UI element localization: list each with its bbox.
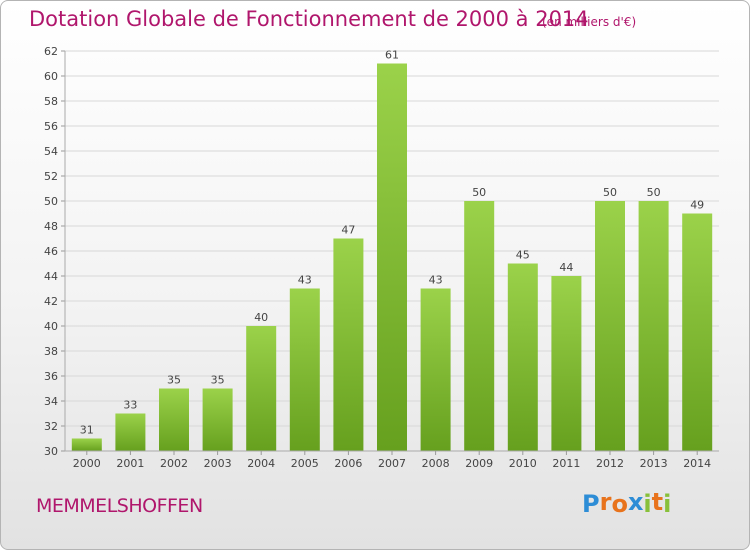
x-tick-label: 2009 — [465, 457, 493, 470]
y-tick-label: 46 — [44, 245, 58, 258]
y-tick-label: 44 — [44, 270, 58, 283]
x-tick-label: 2001 — [116, 457, 144, 470]
y-tick-label: 34 — [44, 395, 58, 408]
bar-value-label: 35 — [167, 374, 181, 387]
x-tick-label: 2004 — [247, 457, 275, 470]
chart-subtitle: (en milliers d'€) — [542, 15, 637, 29]
bar-value-label: 45 — [516, 249, 530, 262]
y-tick-label: 50 — [44, 195, 58, 208]
bar-2009 — [464, 201, 495, 451]
y-tick-label: 62 — [44, 45, 58, 58]
y-tick-label: 40 — [44, 320, 58, 333]
x-tick-label: 2012 — [596, 457, 624, 470]
axes: 30 32 34 36 38 40 42 44 46 48 50 52 54 56 58 60 62 2000 20… — [44, 45, 719, 470]
y-tick-label: 58 — [44, 95, 58, 108]
bar-value-label: 31 — [80, 424, 94, 437]
bar-value-label: 33 — [123, 399, 137, 412]
bar-2013 — [638, 201, 669, 451]
x-tick-label: 2008 — [422, 457, 450, 470]
bar-2005 — [289, 288, 320, 451]
y-tick-label: 38 — [44, 345, 58, 358]
y-tick-label: 36 — [44, 370, 58, 383]
bar-2008 — [420, 288, 451, 451]
logo-letter: t — [651, 488, 664, 516]
y-tick-label: 52 — [44, 170, 58, 183]
y-tick-label: 56 — [44, 120, 58, 133]
bar-2004 — [246, 326, 277, 451]
bar-2011 — [551, 276, 582, 451]
x-tick-label: 2003 — [204, 457, 232, 470]
x-tick-label: 2000 — [73, 457, 101, 470]
bar-value-label: 50 — [472, 186, 486, 199]
bar-value-label: 61 — [385, 49, 399, 62]
bar-2014 — [682, 213, 713, 451]
logo-letter: P — [582, 490, 600, 518]
logo-letter: i — [663, 490, 672, 518]
bar-value-label: 43 — [429, 274, 443, 287]
y-tick-label: 32 — [44, 420, 58, 433]
x-tick-label: 2011 — [552, 457, 580, 470]
bar-value-label: 50 — [603, 186, 617, 199]
logo-letter: i — [643, 490, 652, 518]
bar-2010 — [507, 263, 538, 451]
bar-value-label: 43 — [298, 274, 312, 287]
bar-2012 — [595, 201, 625, 451]
x-tick-label: 2006 — [334, 457, 362, 470]
logo-letter: x — [627, 488, 644, 516]
x-tick-label: 2005 — [291, 457, 319, 470]
y-tick-label: 54 — [44, 145, 58, 158]
bar-value-label: 35 — [211, 374, 225, 387]
bar-value-label: 40 — [254, 311, 268, 324]
bar-value-label: 44 — [559, 261, 573, 274]
y-tick-label: 48 — [44, 220, 58, 233]
commune-name: MEMMELSHOFFEN — [36, 495, 203, 517]
proxiti-logo[interactable]: Proxiti — [582, 488, 672, 518]
x-tick-label: 2007 — [378, 457, 406, 470]
bar-value-label: 47 — [341, 224, 355, 237]
bar-2002 — [159, 388, 189, 451]
bar-value-label: 50 — [647, 186, 661, 199]
bar-value-label: 49 — [690, 199, 704, 212]
y-tick-label: 42 — [44, 295, 58, 308]
logo-letter: r — [599, 488, 612, 516]
bars: 31 33 35 35 40 43 47 61 43 50 45 44 50 50 49 — [71, 49, 713, 451]
y-tick-label: 60 — [44, 70, 58, 83]
x-tick-label: 2010 — [509, 457, 537, 470]
bar-2007 — [377, 63, 407, 451]
bar-2006 — [333, 238, 364, 451]
bar-2000 — [71, 438, 102, 451]
x-tick-label: 2013 — [640, 457, 668, 470]
x-tick-label: 2002 — [160, 457, 188, 470]
logo-letter: o — [611, 490, 628, 518]
y-tick-label: 30 — [44, 445, 58, 458]
x-tick-label: 2014 — [683, 457, 711, 470]
bar-2001 — [115, 413, 146, 451]
chart-title: Dotation Globale de Fonctionnement de 20… — [29, 7, 589, 31]
bar-2003 — [202, 388, 233, 451]
